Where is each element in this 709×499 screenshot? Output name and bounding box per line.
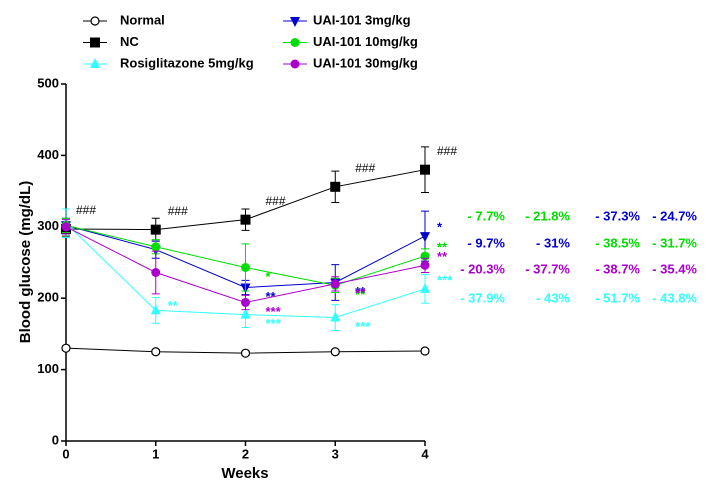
significance-label: ** bbox=[437, 249, 448, 264]
reduction-cell: - 35.4% bbox=[652, 261, 697, 276]
point bbox=[420, 164, 430, 175]
point bbox=[151, 267, 161, 277]
y-tick-label: 200 bbox=[37, 290, 59, 305]
significance-label: ** bbox=[437, 240, 448, 255]
significance-label: *** bbox=[355, 319, 371, 334]
y-tick-label: 500 bbox=[37, 75, 59, 90]
point bbox=[420, 282, 430, 293]
significance-label: *** bbox=[437, 272, 453, 287]
point bbox=[61, 222, 71, 232]
legend-marker bbox=[90, 16, 100, 26]
point bbox=[240, 214, 251, 225]
point bbox=[330, 311, 341, 322]
significance-label: ** bbox=[355, 284, 366, 299]
point bbox=[330, 181, 341, 192]
point bbox=[150, 224, 161, 235]
reduction-cell: - 9.7% bbox=[467, 235, 505, 250]
significance-label: ### bbox=[168, 204, 188, 218]
significance-label: ### bbox=[76, 203, 96, 217]
legend-label: UAI-101 3mg/kg bbox=[313, 12, 411, 27]
legend-marker bbox=[290, 38, 300, 47]
reduction-cell: - 43% bbox=[536, 290, 570, 305]
significance-label: ### bbox=[355, 161, 375, 175]
reduction-cell: - 21.8% bbox=[525, 208, 570, 223]
reduction-cell: - 20.3% bbox=[460, 261, 505, 276]
reduction-cell: - 31% bbox=[536, 235, 570, 250]
legend-marker bbox=[290, 17, 300, 27]
point bbox=[240, 308, 251, 319]
point bbox=[241, 262, 250, 272]
reduction-cell: - 37.3% bbox=[595, 208, 640, 223]
point bbox=[420, 260, 430, 270]
significance-label: ** bbox=[266, 289, 277, 304]
point bbox=[330, 347, 340, 357]
significance-label: * bbox=[266, 269, 272, 284]
y-tick-label: 100 bbox=[37, 361, 59, 376]
legend-label: UAI-101 10mg/kg bbox=[313, 34, 418, 49]
significance-label: ** bbox=[355, 285, 366, 300]
significance-label: * bbox=[437, 220, 443, 235]
legend-marker bbox=[90, 37, 100, 48]
x-tick-label: 3 bbox=[332, 446, 339, 461]
x-tick-label: 4 bbox=[421, 446, 429, 461]
significance-label: ### bbox=[437, 144, 457, 158]
reduction-cell: - 37.9% bbox=[460, 290, 505, 305]
y-axis-label: Blood glucose (mg/dL) bbox=[17, 181, 34, 344]
point bbox=[330, 279, 340, 289]
point bbox=[61, 343, 71, 353]
y-tick-label: 300 bbox=[37, 218, 59, 233]
significance-label: ** bbox=[168, 298, 179, 313]
reduction-cell: - 24.7% bbox=[652, 208, 697, 223]
y-tick-label: 0 bbox=[52, 432, 59, 447]
reduction-cell: - 38.7% bbox=[595, 261, 640, 276]
legend-label: UAI-101 30mg/kg bbox=[313, 55, 418, 70]
point bbox=[151, 347, 161, 357]
reduction-cell: - 43.8% bbox=[652, 290, 697, 305]
x-tick-label: 1 bbox=[152, 446, 159, 461]
reduction-cell: - 31.7% bbox=[652, 235, 697, 250]
significance-label: *** bbox=[266, 304, 282, 319]
legend-marker bbox=[90, 58, 100, 68]
reduction-cell: - 51.7% bbox=[595, 290, 640, 305]
reduction-cell: - 38.5% bbox=[595, 235, 640, 250]
point bbox=[240, 348, 251, 358]
x-tick-label: 2 bbox=[242, 446, 249, 461]
x-axis-label: Weeks bbox=[221, 465, 268, 482]
reduction-cell: - 37.7% bbox=[525, 261, 570, 276]
point bbox=[150, 304, 161, 315]
point bbox=[151, 242, 161, 252]
legend-label: NC bbox=[120, 34, 139, 49]
point bbox=[420, 346, 430, 356]
y-tick-label: 400 bbox=[37, 147, 59, 162]
legend-marker bbox=[290, 59, 300, 69]
significance-label: *** bbox=[266, 316, 282, 331]
point bbox=[420, 232, 430, 243]
legend-label: Rosiglitazone 5mg/kg bbox=[120, 55, 254, 70]
reduction-cell: - 7.7% bbox=[467, 208, 505, 223]
legend-label: Normal bbox=[120, 12, 165, 27]
significance-label: ** bbox=[355, 287, 366, 302]
point bbox=[241, 297, 250, 307]
significance-label: ### bbox=[266, 194, 286, 208]
x-tick-label: 0 bbox=[62, 446, 69, 461]
